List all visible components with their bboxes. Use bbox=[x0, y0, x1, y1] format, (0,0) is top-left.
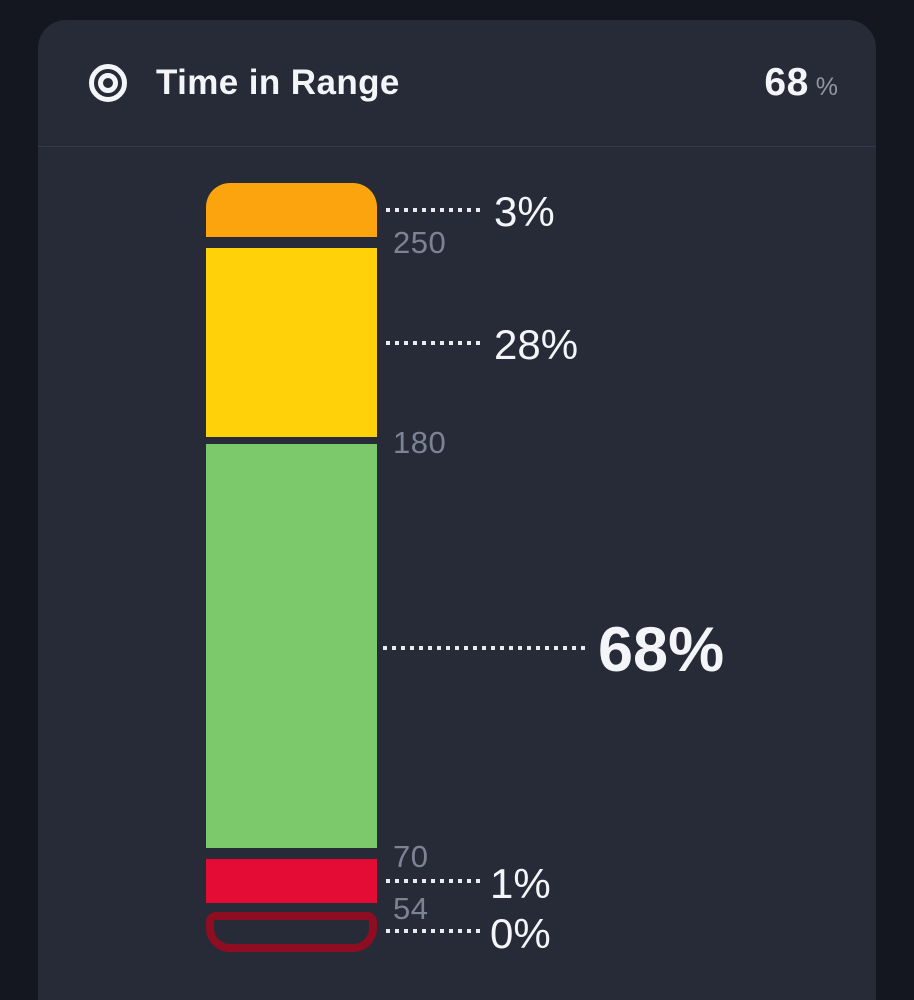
target-icon bbox=[89, 64, 127, 102]
header-value: 68 % bbox=[764, 61, 838, 105]
leader-line-very-high bbox=[386, 208, 481, 212]
card-title: Time in Range bbox=[156, 63, 400, 102]
header-value-unit: % bbox=[815, 73, 838, 101]
percent-label-very-high: 3% bbox=[494, 188, 555, 235]
segment-low bbox=[206, 859, 377, 903]
segment-very-high bbox=[206, 183, 377, 237]
leader-line-in-range bbox=[383, 646, 585, 650]
percent-label-high: 28% bbox=[494, 321, 579, 368]
leader-line-low bbox=[386, 879, 481, 883]
percent-label-low: 1% bbox=[490, 860, 551, 907]
percent-label-very-low: 0% bbox=[490, 910, 551, 957]
threshold-label-180: 180 bbox=[393, 425, 447, 460]
time-in-range-card[interactable]: Time in Range 68 % bbox=[38, 20, 876, 1000]
header-value-number: 68 bbox=[764, 61, 809, 104]
threshold-label-70: 70 bbox=[393, 839, 429, 874]
threshold-label-54: 54 bbox=[393, 891, 429, 926]
leader-line-very-low bbox=[386, 929, 481, 933]
percent-label-in-range: 68% bbox=[598, 615, 725, 685]
leader-line-high bbox=[386, 341, 481, 345]
segment-high bbox=[206, 248, 377, 437]
threshold-label-250: 250 bbox=[393, 225, 447, 260]
segment-in-range bbox=[206, 444, 377, 848]
segment-very-low-outline bbox=[206, 912, 377, 952]
header-divider bbox=[38, 146, 876, 147]
card-header: Time in Range 68 % bbox=[38, 20, 876, 146]
